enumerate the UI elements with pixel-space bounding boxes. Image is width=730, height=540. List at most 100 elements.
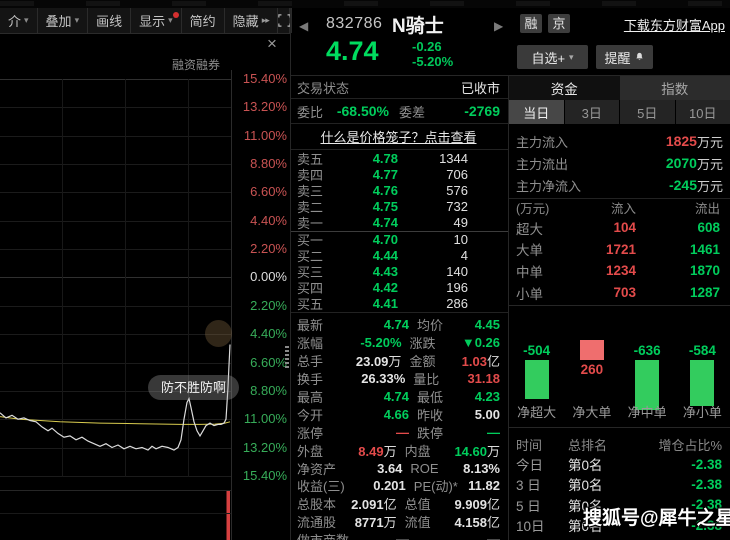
position-change-value: -2.38 [691, 497, 722, 513]
stock-stats: 最新 4.74 均价 4.45 涨幅 -5.20% 涨跌 ▼0.26 总手 23.09万 金额 1.0… [291, 312, 508, 540]
order-price: 4.76 [372, 183, 398, 199]
stat-value: 23.09万 [355, 354, 402, 370]
alert-button[interactable]: 提醒 [596, 45, 653, 69]
period-10d[interactable]: 10日 [675, 100, 730, 124]
order-level-label: 卖一 [297, 216, 324, 232]
toolbar-button[interactable]: 隐藏 ▸▸ [225, 8, 278, 33]
double-arrow-icon: ▸▸ [261, 15, 270, 25]
stat-unit: 亿 [486, 515, 500, 531]
stat-value: 1.03亿 [461, 354, 500, 370]
margin-badge: 融 [520, 14, 542, 33]
fund-table-header: (万元) 流入 流出 [509, 198, 730, 216]
order-price: 4.43 [372, 264, 398, 280]
stat-value: 26.33% [361, 371, 406, 387]
weibi-value: -68.50% [336, 103, 390, 119]
add-watchlist-button[interactable]: 自选+ ▾ [517, 45, 588, 69]
axis-label: 0.00% [250, 269, 287, 285]
inflow-value: 104 [613, 220, 636, 236]
order-level-label: 卖四 [297, 168, 324, 184]
period-5d[interactable]: 5日 [620, 100, 675, 124]
toolbar-button[interactable]: 显示 ▾ [131, 8, 182, 33]
order-price: 4.44 [372, 248, 398, 264]
inflow-header: 流入 [610, 202, 636, 216]
net-bar-value: 260 [580, 362, 604, 377]
ask-row: 卖二 4.75 732 [291, 199, 508, 215]
rank-table: 今日 第0名 -2.38 3 日第0名 -2.38 5 日第0名 -2.38 10日 第0名 -2… [509, 454, 730, 535]
gridline [0, 277, 231, 279]
period-today[interactable]: 当日 [509, 100, 564, 124]
stat-value: 4.158亿 [454, 515, 500, 531]
bid-row: 买三 4.43 140 [291, 264, 508, 280]
tab-funds[interactable]: 资金 [509, 76, 620, 100]
percent-axis: 15.40% 13.20% 11.00% 8.80% 6.60% 4.40% 2.20% 0.… [234, 70, 290, 540]
order-size-label: 大单 [516, 243, 543, 259]
order-price: 4.78 [372, 151, 398, 167]
next-stock-icon[interactable]: ▶ [494, 19, 504, 33]
position-change-value: -2.38 [691, 476, 722, 492]
order-level-label: 卖二 [297, 200, 324, 216]
gridline [0, 107, 231, 109]
dropdown-caret-icon: ▾ [168, 15, 173, 25]
stat-label: 换手 [297, 372, 324, 388]
ask-queue: 卖五 4.78 1344 卖四 4.77 706 卖三 4.76 576 卖二 4.75 732 卖一 4… [291, 151, 508, 232]
net-bar-group: -504 净超大 [509, 306, 564, 427]
stat-label: 流通股 [297, 515, 337, 531]
stat-label: 内盘 [404, 443, 431, 459]
rank-period: 今日 [516, 458, 543, 474]
outflow-value: 608 [697, 220, 720, 236]
stat-unit: 万 [486, 443, 500, 459]
net-bar [690, 360, 715, 406]
gridline-vertical [188, 79, 189, 477]
order-level-label: 买五 [297, 297, 324, 313]
toolbar-button[interactable]: 画线 [88, 8, 132, 33]
stats-row: 换手 26.33% 量比 31.18 [291, 370, 508, 388]
price-cage-link[interactable]: 什么是价格笼子？点击查看 [320, 130, 477, 145]
stat-label: 金额 [409, 354, 436, 370]
volume-gridline [0, 513, 231, 514]
gridline [0, 249, 231, 251]
order-volume: 732 [446, 199, 468, 215]
axis-label: 4.40% [250, 326, 287, 342]
flow-label: 主力流入 [516, 134, 569, 150]
download-app-link[interactable]: 下载东方财富App [623, 18, 725, 33]
vertical-divider [290, 8, 291, 540]
intraday-chart-plot[interactable] [0, 70, 231, 540]
chevron-down-icon: ▾ [569, 51, 574, 62]
clipped-top-row [0, 0, 730, 8]
net-bar [524, 360, 549, 399]
toolbar-button[interactable]: 简约 [182, 8, 225, 33]
toolbar-button[interactable]: 介 ▾ [0, 8, 38, 33]
axis-label: 13.20% [242, 439, 287, 455]
axis-label: 4.40% [250, 212, 287, 228]
pane-resize-handle[interactable] [285, 344, 289, 368]
fullscreen-button[interactable] [277, 8, 292, 33]
axis-label: 13.20% [242, 99, 287, 115]
gridline-vertical [125, 79, 126, 477]
rank-period: 5 日 [516, 498, 541, 514]
prev-stock-icon[interactable]: ◀ [299, 19, 309, 33]
flow-label: 主力流出 [516, 156, 569, 172]
stats-row: 外盘 8.49万 内盘 14.60万 [291, 441, 508, 459]
rank-position: 第0名 [568, 519, 603, 535]
header-divider [290, 75, 730, 76]
order-volume: 49 [453, 215, 468, 230]
toolbar-button[interactable]: 叠加 ▾ [38, 8, 89, 33]
fund-table-row: 大单 1721 1461 [509, 239, 730, 261]
net-bar-label: 净中单 [627, 405, 667, 420]
net-bar-label: 净大单 [572, 405, 612, 420]
close-icon[interactable]: × [267, 34, 277, 53]
stats-row: 最高 4.74 最低 4.23 [291, 388, 508, 406]
bid-row: 买五 4.41 286 [291, 296, 508, 312]
toolbar-button-label: 叠加 [45, 14, 72, 29]
stat-value: 0.201 [373, 478, 406, 494]
axis-label: 8.80% [250, 156, 287, 172]
stat-value: — [396, 424, 409, 440]
period-3d[interactable]: 3日 [564, 100, 619, 124]
tab-index[interactable]: 指数 [661, 82, 689, 97]
order-size-label: 超大 [516, 221, 543, 237]
flow-label: 主力净流入 [516, 178, 582, 194]
net-bar-value: -584 [688, 343, 716, 358]
net-bar [635, 360, 660, 410]
chart-overlay-label: 融资融券 [172, 58, 221, 72]
rank-row: 3 日 第0名 -2.38 [509, 474, 730, 494]
